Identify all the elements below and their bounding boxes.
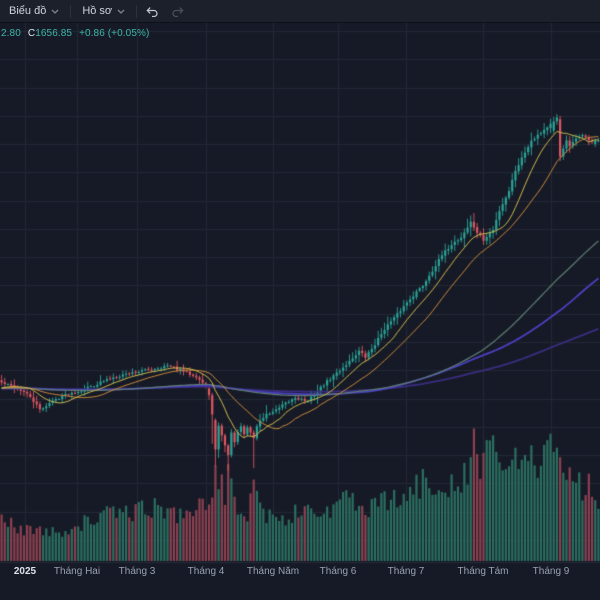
time-axis-label: Tháng 7 (387, 566, 425, 577)
toolbar-separator (70, 4, 72, 18)
redo-arrow-icon (172, 7, 184, 17)
legend-low-value: 2.80 (1, 28, 21, 39)
redo-button[interactable] (165, 0, 191, 22)
time-axis-label: Tháng Hai (53, 566, 101, 577)
chart-menu-button[interactable]: Biểu đồ (0, 0, 68, 22)
undo-button[interactable] (139, 0, 165, 22)
profile-menu-label: Hồ sơ (82, 5, 113, 17)
time-axis-label: Tháng 3 (118, 566, 156, 577)
time-axis-label: Tháng 4 (187, 566, 225, 577)
profile-menu-button[interactable]: Hồ sơ (73, 0, 134, 22)
ohlc-legend[interactable]: 2.80 C1656.85 +0.86 (+0.05%) (1, 28, 149, 39)
chevron-down-icon (51, 9, 59, 14)
time-axis[interactable]: 2025 Tháng Hai Tháng 3 Tháng 4 Tháng Năm Thán… (0, 564, 600, 600)
top-toolbar: Biểu đồ Hồ sơ (0, 0, 600, 23)
time-axis-label: Tháng 6 (319, 566, 357, 577)
legend-close-value: 1656.85 (35, 28, 73, 39)
chevron-down-icon (117, 9, 125, 14)
time-axis-label: Tháng Tám (457, 566, 509, 577)
legend-change-value: +0.86 (+0.05%) (79, 28, 150, 39)
time-axis-label: Tháng 9 (532, 566, 570, 577)
toolbar-separator (136, 4, 138, 18)
time-axis-label: 2025 (13, 566, 37, 577)
legend-close-label: C (27, 28, 36, 39)
time-axis-label: Tháng Năm (246, 566, 300, 577)
chart-menu-label: Biểu đồ (9, 5, 47, 17)
undo-arrow-icon (146, 7, 158, 17)
